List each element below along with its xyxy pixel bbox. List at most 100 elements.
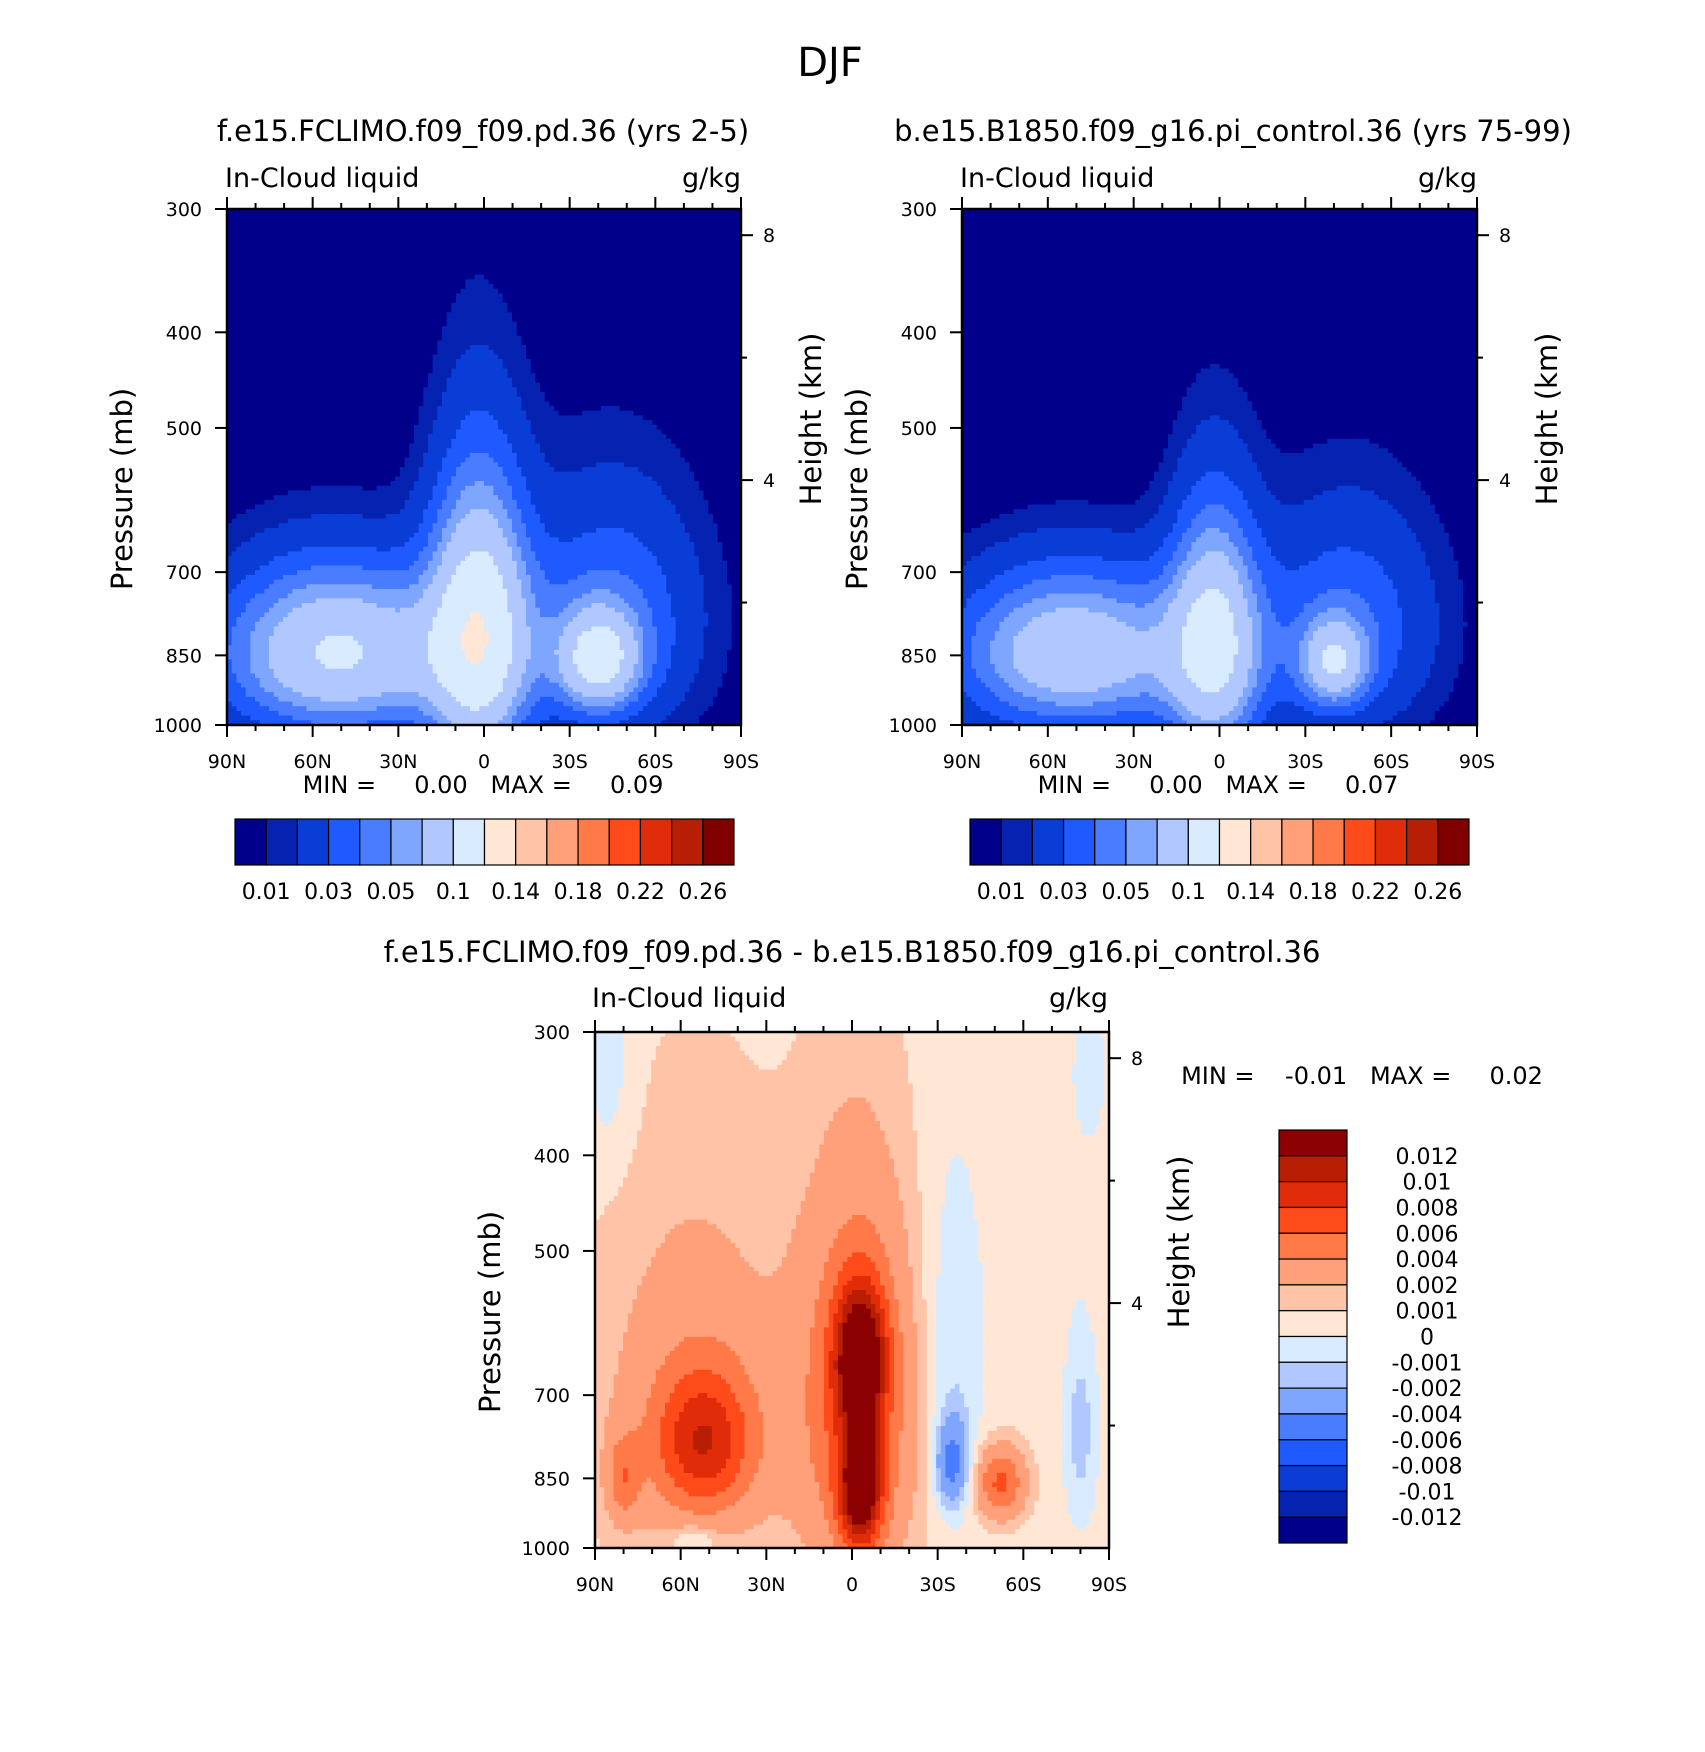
heatmap-cell <box>456 378 461 383</box>
heatmap-cell <box>484 326 489 331</box>
heatmap-cell <box>334 289 339 294</box>
heatmap-cell <box>409 284 414 289</box>
heatmap-cell <box>433 251 438 256</box>
heatmap-cell <box>610 270 615 275</box>
heatmap-cell <box>727 368 732 373</box>
heatmap-cell <box>484 275 489 280</box>
heatmap-cell <box>325 218 330 223</box>
heatmap-cell <box>246 214 251 219</box>
heatmap-cell <box>620 247 625 252</box>
heatmap-cell <box>334 242 339 247</box>
heatmap-cell <box>232 284 237 289</box>
heatmap-cell <box>479 308 484 313</box>
heatmap-cell <box>353 354 358 359</box>
heatmap-cell <box>283 265 288 270</box>
heatmap-cell <box>367 289 372 294</box>
heatmap-cell <box>489 251 494 256</box>
heatmap-cell <box>428 350 433 355</box>
heatmap-cell <box>437 359 442 364</box>
heatmap-cell <box>629 308 634 313</box>
heatmap-cell <box>405 373 410 378</box>
heatmap-cell <box>325 354 330 359</box>
heatmap-cell <box>339 237 344 242</box>
heatmap-cell <box>559 284 564 289</box>
heatmap-cell <box>297 237 302 242</box>
heatmap-cell <box>283 279 288 284</box>
heatmap-cell <box>283 303 288 308</box>
heatmap-cell <box>690 373 695 378</box>
heatmap-cell <box>535 373 540 378</box>
heatmap-cell <box>274 237 279 242</box>
heatmap-cell <box>680 378 685 383</box>
heatmap-cell <box>690 275 695 280</box>
heatmap-cell <box>563 303 568 308</box>
heatmap-cell <box>367 336 372 341</box>
heatmap-cell <box>638 284 643 289</box>
heatmap-cell <box>264 256 269 261</box>
heatmap-cell <box>456 350 461 355</box>
heatmap-cell <box>320 242 325 247</box>
heatmap-cell <box>470 293 475 298</box>
heatmap-cell <box>722 275 727 280</box>
heatmap-cell <box>428 232 433 237</box>
heatmap-cell <box>596 247 601 252</box>
heatmap-cell <box>316 247 321 252</box>
heatmap-cell <box>232 373 237 378</box>
heatmap-cell <box>409 251 414 256</box>
heatmap-cell <box>339 223 344 228</box>
heatmap-cell <box>372 378 377 383</box>
heatmap-cell <box>498 326 503 331</box>
heatmap-cell <box>283 345 288 350</box>
heatmap-cell <box>400 251 405 256</box>
heatmap-cell <box>484 247 489 252</box>
heatmap-cell <box>699 284 704 289</box>
heatmap-cell <box>269 237 274 242</box>
heatmap-cell <box>409 218 414 223</box>
heatmap-cell <box>423 350 428 355</box>
heatmap-cell <box>386 232 391 237</box>
heatmap-cell <box>601 275 606 280</box>
heatmap-cell <box>531 378 536 383</box>
heatmap-cell <box>358 331 363 336</box>
heatmap-cell <box>297 359 302 364</box>
heatmap-cell <box>423 373 428 378</box>
heatmap-cell <box>414 223 419 228</box>
heatmap-cell <box>591 218 596 223</box>
heatmap-cell <box>302 242 307 247</box>
heatmap-cell <box>699 359 704 364</box>
heatmap-cell <box>652 284 657 289</box>
heatmap-cell <box>320 289 325 294</box>
heatmap-cell <box>269 322 274 327</box>
heatmap-cell <box>395 345 400 350</box>
heatmap-cell <box>348 256 353 261</box>
heatmap-cell <box>540 317 545 322</box>
heatmap-cell <box>489 303 494 308</box>
heatmap-cell <box>526 308 531 313</box>
heatmap-cell <box>545 279 550 284</box>
heatmap-cell <box>591 312 596 317</box>
heatmap-cell <box>652 270 657 275</box>
heatmap-cell <box>274 317 279 322</box>
heatmap-cell <box>358 317 363 322</box>
heatmap-cell <box>568 214 573 219</box>
heatmap-cell <box>246 354 251 359</box>
heatmap-cell <box>587 251 592 256</box>
heatmap-cell <box>246 364 251 369</box>
heatmap-cell <box>400 368 405 373</box>
heatmap-cell <box>288 303 293 308</box>
heatmap-cell <box>278 275 283 280</box>
heatmap-cell <box>489 322 494 327</box>
heatmap-cell <box>325 345 330 350</box>
heatmap-cell <box>503 228 508 233</box>
heatmap-cell <box>274 261 279 266</box>
heatmap-cell <box>344 322 349 327</box>
heatmap-cell <box>269 364 274 369</box>
heatmap-cell <box>437 275 442 280</box>
heatmap-cell <box>423 218 428 223</box>
heatmap-cell <box>386 265 391 270</box>
heatmap-cell <box>512 256 517 261</box>
heatmap-cell <box>554 364 559 369</box>
heatmap-cell <box>704 340 709 345</box>
heatmap-cell <box>292 256 297 261</box>
